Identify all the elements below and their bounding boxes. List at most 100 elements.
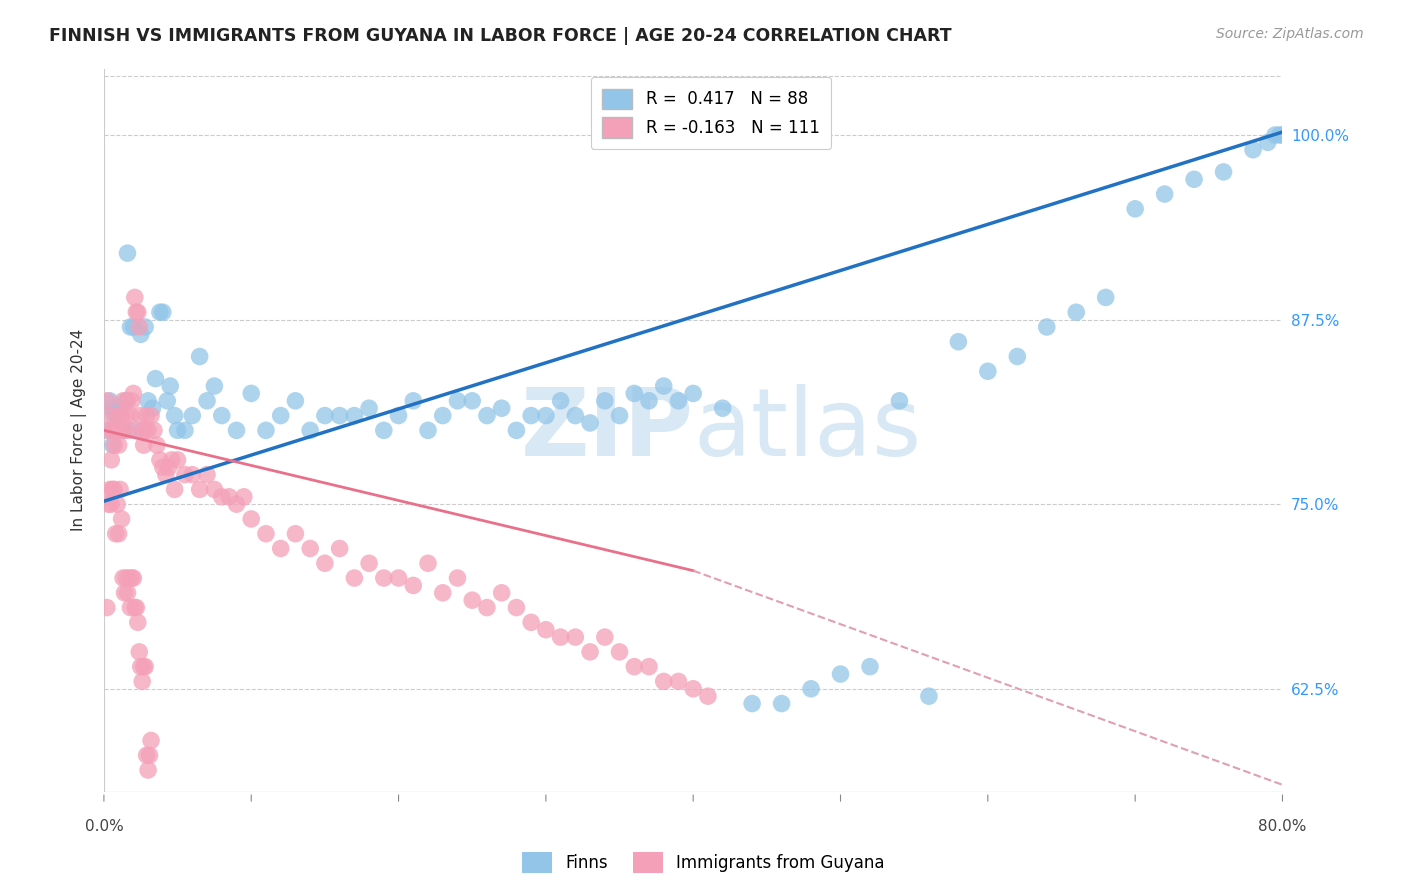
Y-axis label: In Labor Force | Age 20-24: In Labor Force | Age 20-24 — [72, 329, 87, 532]
Point — [107, 423, 129, 437]
Point — [96, 600, 118, 615]
Point — [387, 409, 409, 423]
Point — [104, 526, 127, 541]
Point — [135, 748, 157, 763]
Point — [112, 423, 135, 437]
Point — [682, 386, 704, 401]
Point — [240, 386, 263, 401]
Point — [103, 409, 125, 423]
Point — [134, 320, 156, 334]
Point — [174, 423, 197, 437]
Point — [461, 593, 484, 607]
Point — [1264, 128, 1286, 142]
Point — [475, 409, 498, 423]
Point — [138, 748, 160, 763]
Point — [139, 409, 162, 423]
Point — [105, 497, 128, 511]
Point — [202, 379, 225, 393]
Point — [100, 453, 122, 467]
Point — [117, 393, 139, 408]
Point — [143, 423, 166, 437]
Legend: Finns, Immigrants from Guyana: Finns, Immigrants from Guyana — [515, 846, 891, 880]
Point — [609, 409, 631, 423]
Point — [1007, 350, 1029, 364]
Point — [104, 423, 127, 437]
Point — [593, 630, 616, 644]
Point — [108, 423, 131, 437]
Point — [505, 600, 527, 615]
Point — [254, 526, 277, 541]
Point — [160, 453, 183, 467]
Point — [121, 393, 143, 408]
Point — [284, 526, 307, 541]
Point — [461, 393, 484, 408]
Point — [97, 423, 120, 437]
Point — [534, 623, 557, 637]
Point — [652, 674, 675, 689]
Point — [697, 689, 720, 703]
Point — [491, 586, 513, 600]
Point — [120, 600, 142, 615]
Point — [132, 438, 155, 452]
Point — [145, 372, 167, 386]
Point — [149, 453, 172, 467]
Point — [152, 460, 174, 475]
Point — [131, 674, 153, 689]
Point — [156, 393, 179, 408]
Point — [329, 541, 352, 556]
Text: atlas: atlas — [693, 384, 921, 476]
Point — [127, 615, 149, 630]
Point — [105, 409, 128, 423]
Point — [800, 681, 823, 696]
Point — [129, 659, 152, 673]
Point — [1182, 172, 1205, 186]
Point — [117, 246, 139, 260]
Point — [132, 659, 155, 673]
Point — [1153, 187, 1175, 202]
Point — [623, 386, 645, 401]
Point — [108, 483, 131, 497]
Point — [270, 541, 292, 556]
Point — [416, 423, 439, 437]
Point — [101, 423, 124, 437]
Point — [112, 571, 135, 585]
Point — [638, 393, 661, 408]
Point — [98, 483, 121, 497]
Point — [166, 453, 188, 467]
Point — [101, 438, 124, 452]
Point — [1241, 143, 1264, 157]
Point — [131, 423, 153, 437]
Point — [475, 600, 498, 615]
Point — [1212, 165, 1234, 179]
Point — [550, 393, 572, 408]
Point — [830, 667, 852, 681]
Point — [520, 615, 543, 630]
Point — [446, 393, 468, 408]
Point — [948, 334, 970, 349]
Point — [1257, 136, 1279, 150]
Point — [741, 697, 763, 711]
Point — [174, 467, 197, 482]
Point — [122, 386, 145, 401]
Text: 80.0%: 80.0% — [1258, 819, 1306, 834]
Point — [1271, 128, 1294, 142]
Point — [564, 409, 586, 423]
Point — [134, 423, 156, 437]
Point — [125, 305, 148, 319]
Point — [240, 512, 263, 526]
Point — [432, 409, 454, 423]
Point — [889, 393, 911, 408]
Point — [155, 467, 177, 482]
Point — [918, 689, 941, 703]
Point — [127, 305, 149, 319]
Point — [299, 423, 322, 437]
Point — [104, 423, 127, 437]
Point — [114, 586, 136, 600]
Point — [373, 571, 395, 585]
Point — [270, 409, 292, 423]
Point — [195, 467, 218, 482]
Point — [1094, 290, 1116, 304]
Point — [108, 401, 131, 416]
Point — [343, 409, 366, 423]
Point — [100, 401, 122, 416]
